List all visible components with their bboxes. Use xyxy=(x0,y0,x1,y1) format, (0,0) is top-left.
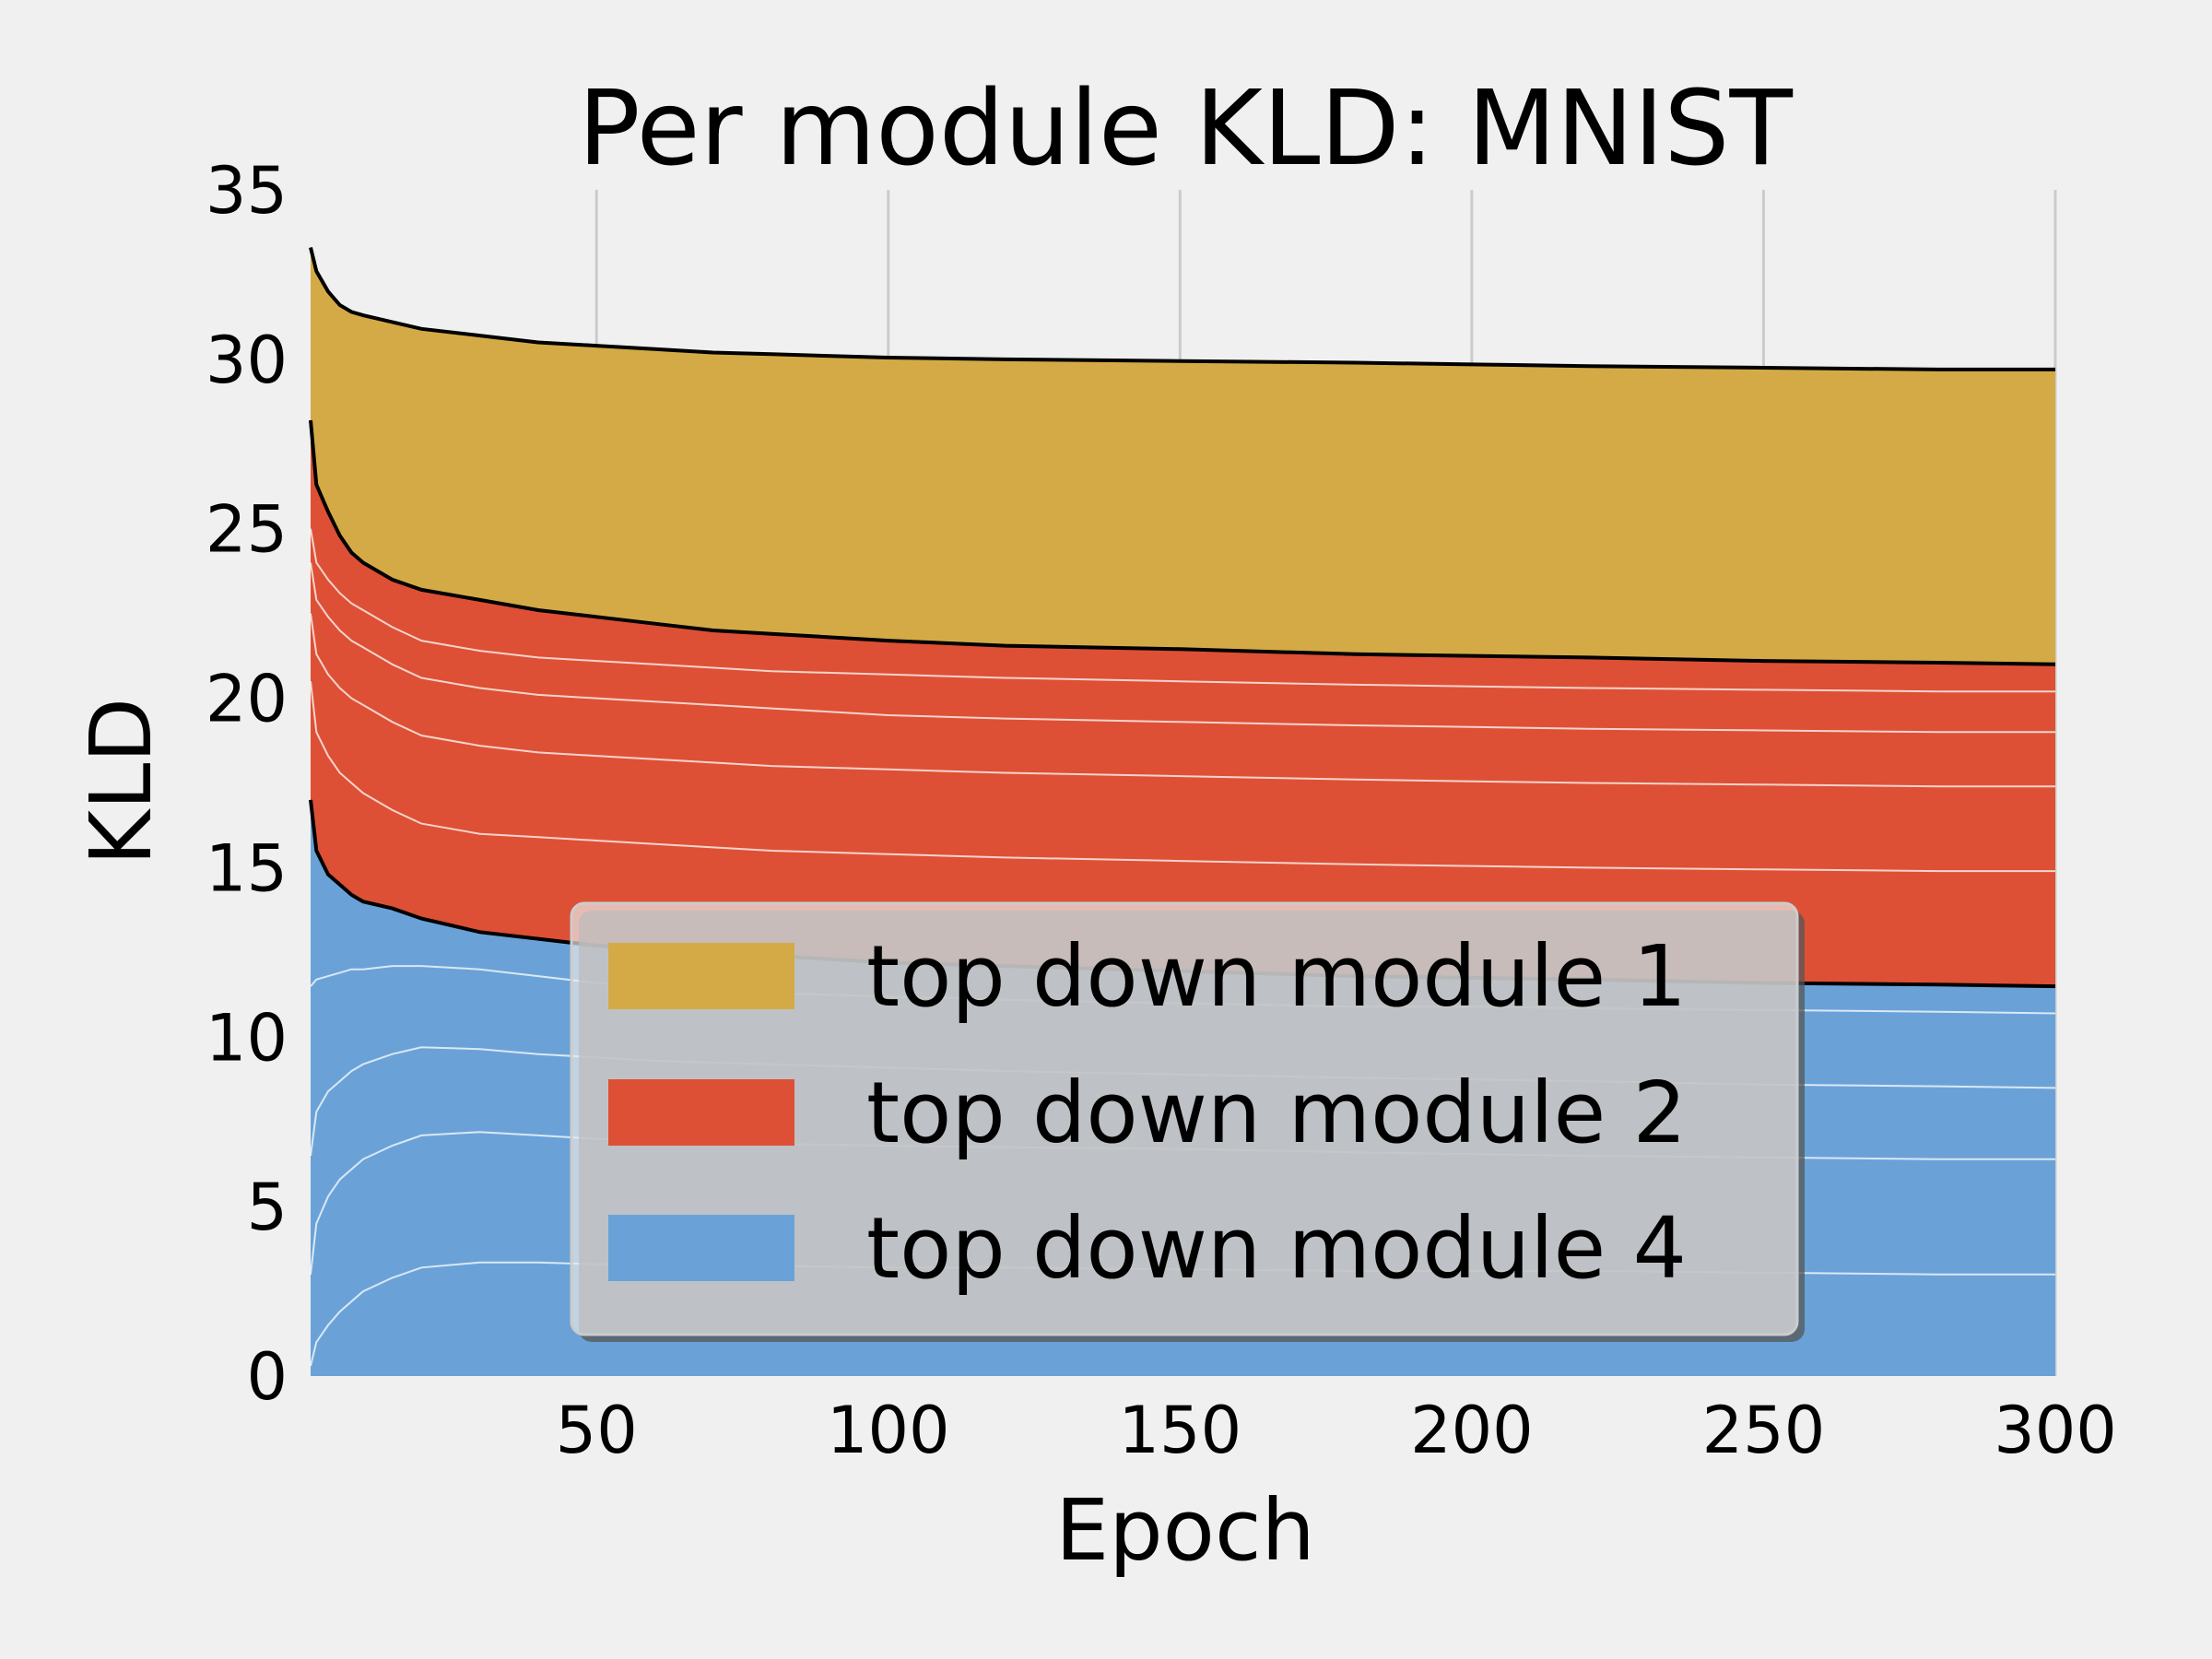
x-tick-label-200: 200 xyxy=(1410,1393,1534,1468)
sub-line-top-down-module-2-3 xyxy=(310,562,2055,734)
legend-label-module-1: top down module 1 xyxy=(866,927,1687,1026)
legend-label-module-4: top down module 4 xyxy=(866,1199,1687,1298)
y-tick-label-25: 25 xyxy=(206,492,288,568)
area-top-down-module-2 xyxy=(311,420,2055,987)
boundary-top-down-module-1 xyxy=(309,247,2055,371)
x-tick-label-150: 150 xyxy=(1119,1393,1242,1468)
boundary-top-down-module-2 xyxy=(309,419,2056,666)
x-tick-label-100: 100 xyxy=(827,1393,950,1468)
x-tick-label-300: 300 xyxy=(1994,1393,2117,1468)
legend-label-module-2: top down module 2 xyxy=(866,1064,1687,1162)
x-axis-ticks: 50 100 150 200 250 300 xyxy=(556,1393,2117,1468)
x-tick-label-50: 50 xyxy=(556,1393,638,1468)
x-tick-label-250: 250 xyxy=(1702,1393,1826,1468)
legend-swatch-module-2 xyxy=(608,1079,794,1146)
sub-line-top-down-module-2-2 xyxy=(310,613,2055,788)
sub-line-top-down-module-2-4 xyxy=(310,528,2055,693)
y-tick-label-15: 15 xyxy=(206,830,288,906)
y-axis-label: KLD xyxy=(72,698,171,865)
y-tick-label-30: 30 xyxy=(206,323,288,398)
y-tick-label-35: 35 xyxy=(206,153,288,229)
chart-title: Per module KLD: MNIST xyxy=(578,69,1793,189)
y-tick-label-0: 0 xyxy=(246,1339,288,1415)
x-axis-label: Epoch xyxy=(1055,1481,1315,1580)
y-axis-ticks: 0 5 10 15 20 25 30 35 xyxy=(206,153,288,1415)
legend: top down module 1 top down module 2 top … xyxy=(570,901,1805,1342)
legend-box xyxy=(570,901,1799,1336)
sub-line-top-down-module-2-1 xyxy=(310,681,2055,873)
y-tick-label-5: 5 xyxy=(246,1170,288,1245)
y-tick-label-10: 10 xyxy=(206,1000,288,1076)
legend-swatch-module-4 xyxy=(608,1215,794,1281)
legend-swatch-module-1 xyxy=(608,943,794,1009)
y-tick-label-20: 20 xyxy=(206,662,288,737)
area-top-down-module-1 xyxy=(311,247,2055,665)
